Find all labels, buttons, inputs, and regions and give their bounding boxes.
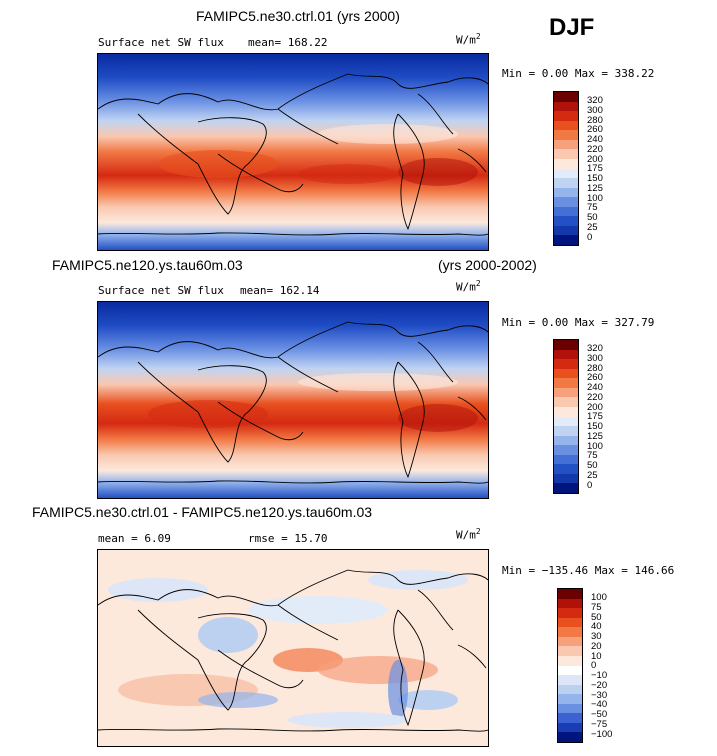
panel2-field-label: Surface net SW flux <box>98 284 224 297</box>
panel1-minmax: Min = 0.00 Max = 338.22 <box>502 67 655 80</box>
panel3-units: W/m2 <box>456 527 481 542</box>
panel3-map-field <box>98 550 488 746</box>
panel1-map-field <box>98 54 488 250</box>
panel1-title: FAMIPC5.ne30.ctrl.01 (yrs 2000) <box>196 8 400 24</box>
panel3-colorbar-ticks: 100 75 50 40 30 20 10 0 −10 −20 −30 −40 −50 −75 −100 <box>591 592 613 740</box>
panel2-colorbar <box>553 339 579 494</box>
panel1-colorbar <box>553 91 579 246</box>
panel2-map <box>97 301 489 499</box>
panel3-mean: mean = 6.09 <box>98 532 171 545</box>
season-label: DJF <box>549 14 595 41</box>
panel2-title: FAMIPC5.ne120.ys.tau60m.03 <box>52 257 243 273</box>
panel1-field-label: Surface net SW flux <box>98 36 224 49</box>
panel2-mean: mean= 162.14 <box>240 284 320 297</box>
panel2-map-field <box>98 302 488 498</box>
panel3-map <box>97 549 489 747</box>
panel2-minmax: Min = 0.00 Max = 327.79 <box>502 316 655 329</box>
panel3-rmse: rmse = 15.70 <box>248 532 328 545</box>
panel2-colorbar-ticks: 320 300 280 260 240 220 200 175 150 125 100 75 50 25 0 <box>587 343 603 491</box>
panel1-map <box>97 53 489 251</box>
panel2-units: W/m2 <box>456 279 481 294</box>
panel3-colorbar <box>557 588 583 743</box>
panel3-title: FAMIPC5.ne30.ctrl.01 - FAMIPC5.ne120.ys.… <box>32 504 373 520</box>
panel1-colorbar-ticks: 320 300 280 260 240 220 200 175 150 125 100 75 50 25 0 <box>587 95 603 243</box>
panel1-units: W/m2 <box>456 32 481 47</box>
panel1-mean: mean= 168.22 <box>248 36 328 49</box>
panel3-minmax: Min = −135.46 Max = 146.66 <box>502 564 675 577</box>
panel2-years: (yrs 2000-2002) <box>438 257 537 273</box>
